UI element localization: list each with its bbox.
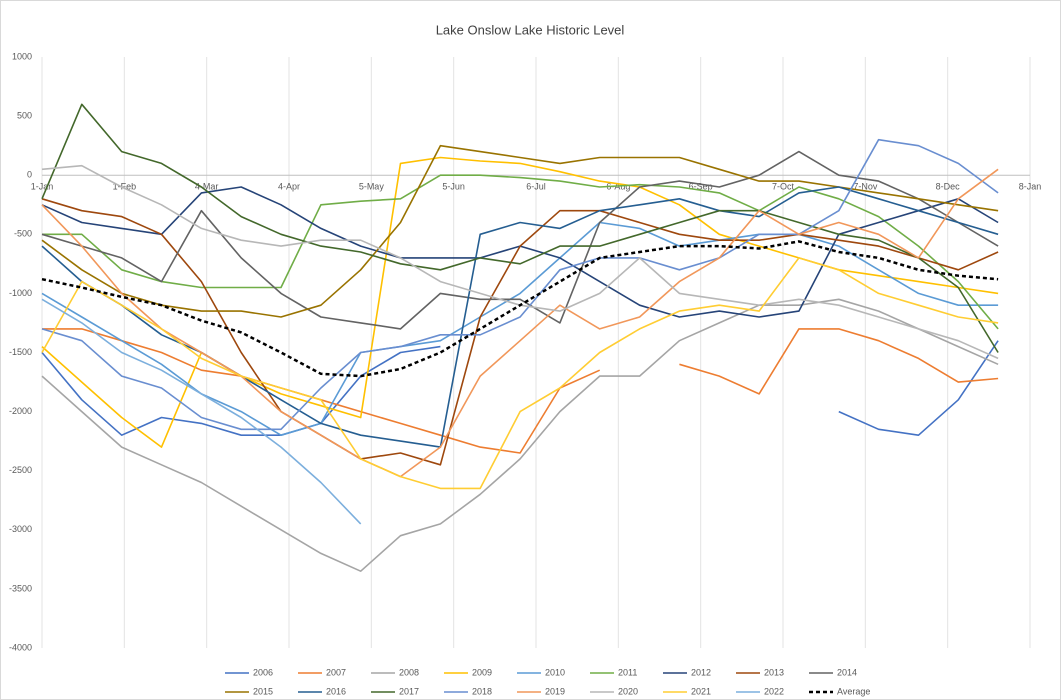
series-line — [41, 240, 999, 378]
legend-label: 2017 — [399, 686, 419, 696]
legend-label: 2008 — [399, 667, 419, 677]
x-tick-label: 5-Jun — [442, 182, 465, 192]
y-tick-label: -1000 — [9, 288, 32, 298]
legend-label: 2014 — [837, 667, 857, 677]
y-tick-label: 500 — [17, 110, 32, 120]
series-line — [41, 198, 999, 466]
chart-title: Lake Onslow Lake Historic Level — [436, 22, 625, 37]
y-tick-label: -3000 — [9, 524, 32, 534]
y-tick-label: -2000 — [9, 406, 32, 416]
legend-label: Average — [837, 686, 870, 696]
x-tick-label: 4-Apr — [278, 182, 300, 192]
legend-label: 2006 — [253, 667, 273, 677]
legend-label: 2021 — [691, 686, 711, 696]
y-tick-label: -1500 — [9, 347, 32, 357]
legend-label: 2022 — [764, 686, 784, 696]
x-tick-label: 5-May — [359, 182, 385, 192]
x-tick-label: 1-Jan — [31, 182, 54, 192]
x-tick-label: 8-Jan — [1019, 182, 1042, 192]
legend-label: 2020 — [618, 686, 638, 696]
series-line — [41, 138, 999, 431]
series-line — [41, 168, 999, 478]
legend-label: 2010 — [545, 667, 565, 677]
x-tick-label: 8-Dec — [936, 182, 961, 192]
legend-label: 2007 — [326, 667, 346, 677]
legend-label: 2018 — [472, 686, 492, 696]
series-line — [41, 257, 999, 490]
y-tick-label: -2500 — [9, 465, 32, 475]
series-line — [41, 298, 362, 525]
legend-label: 2013 — [764, 667, 784, 677]
y-tick-label: -3500 — [9, 583, 32, 593]
series-line — [41, 298, 999, 572]
y-tick-label: 0 — [27, 170, 32, 180]
series-line — [41, 103, 999, 353]
legend-label: 2019 — [545, 686, 565, 696]
x-tick-label: 4-Mar — [195, 182, 219, 192]
y-tick-label: -500 — [14, 229, 32, 239]
legend-label: 2012 — [691, 667, 711, 677]
x-tick-label: 7-Nov — [853, 182, 878, 192]
legend-label: 2015 — [253, 686, 273, 696]
series-line — [42, 174, 999, 330]
legend-label: 2016 — [326, 686, 346, 696]
x-tick-label: 6-Jul — [526, 182, 546, 192]
legend-label: 2009 — [472, 667, 492, 677]
x-tick-label: 7-Oct — [772, 182, 795, 192]
y-tick-label: -4000 — [9, 642, 32, 652]
x-tick-label: 1-Feb — [113, 182, 137, 192]
legend-label: 2011 — [618, 667, 637, 677]
series-line — [41, 150, 999, 330]
y-tick-label: 1000 — [12, 51, 32, 61]
x-tick-label: 6-Sep — [689, 182, 713, 192]
